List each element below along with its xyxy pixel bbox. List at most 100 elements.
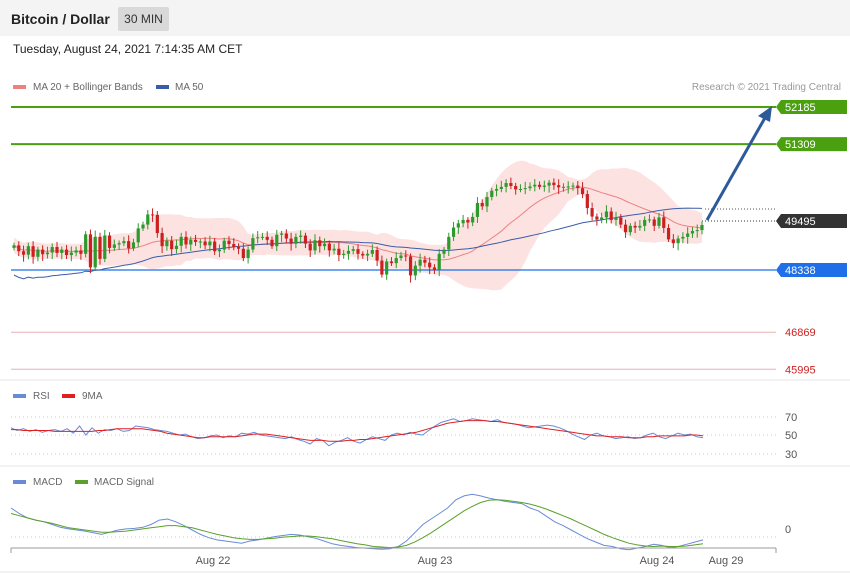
candle-body [604,211,609,218]
candle-body [623,224,628,233]
candle-body [41,249,45,255]
candle-body [284,233,288,239]
legend-rsi: RSI [33,391,50,402]
candle-body [88,234,93,268]
candle-body [36,249,40,257]
candle-body [361,253,365,256]
candle-body [676,238,680,244]
candle-body [74,250,78,253]
candle-body [471,216,475,223]
candle-body [394,258,398,264]
candle-body [666,227,671,240]
candle-body [313,240,317,251]
candle-body [404,255,408,257]
level-badge-label: 52185 [785,102,816,114]
candle-body [174,245,179,250]
candle-body [179,236,183,246]
candle-body [451,227,456,237]
candle-body [380,260,384,275]
candle-body [418,259,422,266]
candle-body [131,242,136,249]
candle-body [537,184,542,187]
candle-body [122,241,126,244]
candle-body [303,235,308,244]
bollinger-band-area [14,160,702,291]
level-badge-label: 49495 [785,216,816,228]
level-label: 46869 [785,327,816,339]
candle-body [456,223,460,228]
candle-body [136,228,140,243]
rsi-tick-30: 30 [785,449,797,461]
macd-lines [10,493,704,551]
candle-body [461,219,465,224]
candle-body [432,267,437,270]
candle-body [690,230,695,234]
rsi-lines [10,418,704,447]
candle-body [55,247,59,253]
level-badge [776,213,847,228]
candle-body [638,225,642,228]
candle-body [165,240,169,247]
candle-body [504,183,508,187]
candle-body [318,240,322,247]
candle-body [184,236,188,245]
candle-body [107,235,112,248]
candle-body [533,184,537,187]
candle-body [557,185,561,188]
candle-body [509,183,513,187]
candle-body [127,241,131,249]
candle-body [208,241,212,246]
macd-line [10,493,704,551]
macd-signal-line [10,499,704,549]
candle-body [490,190,494,198]
candle-body [289,238,293,244]
candle-body [189,239,193,245]
candle-body [609,211,613,220]
candle-body [346,250,351,254]
candle-body [499,186,503,189]
candle-body [590,208,594,217]
rsi-tick-70: 70 [785,412,797,424]
projection-arrow-head [758,106,772,122]
rsi-ma-line [11,420,704,442]
candle-body [84,234,88,254]
candle-body [112,244,116,248]
x-tick-label: Aug 24 [640,555,675,567]
candle-body [12,245,16,248]
candle-body [561,186,566,188]
candle-body [26,246,30,255]
candle-body [614,217,618,220]
legend-ma50: MA 50 [175,82,204,93]
candle-body [528,186,532,189]
candle-body [580,188,585,195]
candle-body [232,244,236,248]
legend-swatch-macd [13,480,26,484]
candle-body [370,250,374,254]
candle-body [241,248,245,259]
candle-body [566,186,570,188]
candle-body [337,248,341,256]
candle-body [342,253,346,256]
rsi-line [10,418,704,447]
candle-body [170,240,174,250]
candle-body [50,247,54,253]
x-tick-label: Aug 29 [709,555,744,567]
candle-body [155,214,159,234]
candle-body [662,217,666,228]
legend-swatch-ma20 [13,85,26,89]
x-tick-label: Aug 23 [418,555,453,567]
candlesticks [12,177,704,283]
candle-body [695,230,699,232]
interval-button[interactable]: 30 MIN [118,7,169,31]
timestamp: Tuesday, August 24, 2021 7:14:35 AM CET [13,42,243,56]
candle-body [389,261,394,264]
candle-body [260,236,265,238]
candle-body [246,249,250,259]
candle-body [542,185,546,187]
candle-body [222,240,226,250]
candle-body [270,239,274,247]
candle-body [657,217,661,226]
ma50-line [13,207,703,280]
candle-body [423,259,427,263]
